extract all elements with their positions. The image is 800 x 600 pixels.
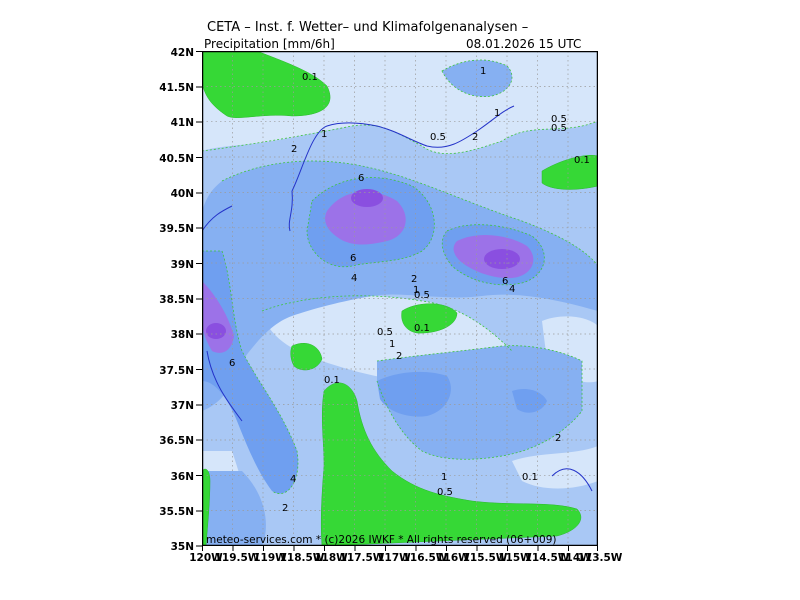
contour-label: 1 <box>413 285 419 296</box>
lon-label: 117W <box>377 552 411 564</box>
contour-label: 2 <box>411 274 417 285</box>
contour-label: 0.1 <box>324 375 340 386</box>
lon-label: 114.5W <box>525 552 570 564</box>
lat-label: 41.5N <box>159 82 194 94</box>
lon-label: 118.5W <box>280 552 325 564</box>
contour-label: 6 <box>229 358 235 369</box>
lon-label: 116.5W <box>403 552 448 564</box>
contour-label: 4 <box>351 273 357 284</box>
contour-labels: 0.1 1 2 1 0.5 2 1 0.5 0.5 0.1 6 6 4 2 1 … <box>229 66 590 514</box>
contour-label: 4 <box>509 284 515 295</box>
contour-label: 2 <box>555 433 561 444</box>
contour-label: 0.1 <box>574 155 590 166</box>
map-title: CETA – Inst. f. Wetter– und Klimafolgena… <box>207 20 529 35</box>
contour-label: 0.1 <box>522 472 538 483</box>
contour-label: 0.1 <box>302 72 318 83</box>
contour-label: 2 <box>291 144 297 155</box>
lat-label: 38.5N <box>159 294 194 306</box>
contour-label: 1 <box>389 339 395 350</box>
contour-label: 6 <box>502 276 508 287</box>
lon-label: 113.5W <box>578 552 623 564</box>
footer-credit: meteo-services.com * (c)2026 IWKF * All … <box>206 534 557 546</box>
lon-label: 116W <box>436 552 470 564</box>
contour-label: 0.5 <box>551 114 567 125</box>
contour-label: 0.1 <box>414 323 430 334</box>
lon-label: 117.5W <box>340 552 385 564</box>
valid-time: 08.01.2026 15 UTC <box>466 37 582 51</box>
lat-labels: 42N 41.5N 41N 40.5N 40N 39.5N 39N 38.5N … <box>159 47 194 553</box>
contour-label: 1 <box>494 108 500 119</box>
contour-label: 2 <box>396 351 402 362</box>
lat-label: 36N <box>171 471 194 483</box>
lon-label: 115.5W <box>463 552 508 564</box>
lat-label: 37N <box>171 400 194 412</box>
lat-label: 39N <box>171 259 194 271</box>
lat-label: 35N <box>171 541 194 553</box>
lon-label: 120W <box>189 552 223 564</box>
map-border <box>202 51 598 546</box>
precip-10-areas <box>206 189 520 339</box>
lon-labels: 120W 119.5W 119W 118.5W 118W 117.5W 117W… <box>189 552 623 564</box>
contour-label: 0.5 <box>437 487 453 498</box>
contour-lines <box>202 59 598 494</box>
field-name: Precipitation [mm/6h] <box>204 37 335 51</box>
contour-label: 6 <box>350 253 356 264</box>
lon-label: 119W <box>253 552 287 564</box>
lat-label: 39.5N <box>159 223 194 235</box>
lon-label: 114W <box>558 552 592 564</box>
lon-label: 119.5W <box>215 552 260 564</box>
lat-label: 41N <box>171 117 194 129</box>
contour-label: 1 <box>480 66 486 77</box>
lat-label: 42N <box>171 47 194 59</box>
lon-label: 118W <box>314 552 348 564</box>
lat-label: 40.5N <box>159 153 194 165</box>
lat-label: 40N <box>171 188 194 200</box>
precip-0-1-areas <box>202 51 598 546</box>
lat-label: 35.5N <box>159 506 194 518</box>
lon-ticks <box>202 546 598 551</box>
lat-label: 38N <box>171 329 194 341</box>
contour-label: 0.5 <box>430 132 446 143</box>
contour-label: 6 <box>358 173 364 184</box>
contour-label: 1 <box>321 129 327 140</box>
precipitation-map: 0.1 1 2 1 0.5 2 1 0.5 0.5 0.1 6 6 4 2 1 … <box>202 51 598 546</box>
contour-label: 1 <box>441 472 447 483</box>
lat-ticks <box>196 51 202 547</box>
contour-label: 0.5 <box>414 290 430 301</box>
lat-label: 37.5N <box>159 365 194 377</box>
contour-label: 0.5 <box>551 123 567 134</box>
lon-label: 115W <box>498 552 532 564</box>
graticule <box>202 51 598 546</box>
borders <box>202 105 593 492</box>
contour-label: 4 <box>290 474 296 485</box>
contour-label: 0.5 <box>377 327 393 338</box>
contour-label: 2 <box>282 503 288 514</box>
lat-label: 36.5N <box>159 435 194 447</box>
contour-label: 2 <box>472 132 478 143</box>
